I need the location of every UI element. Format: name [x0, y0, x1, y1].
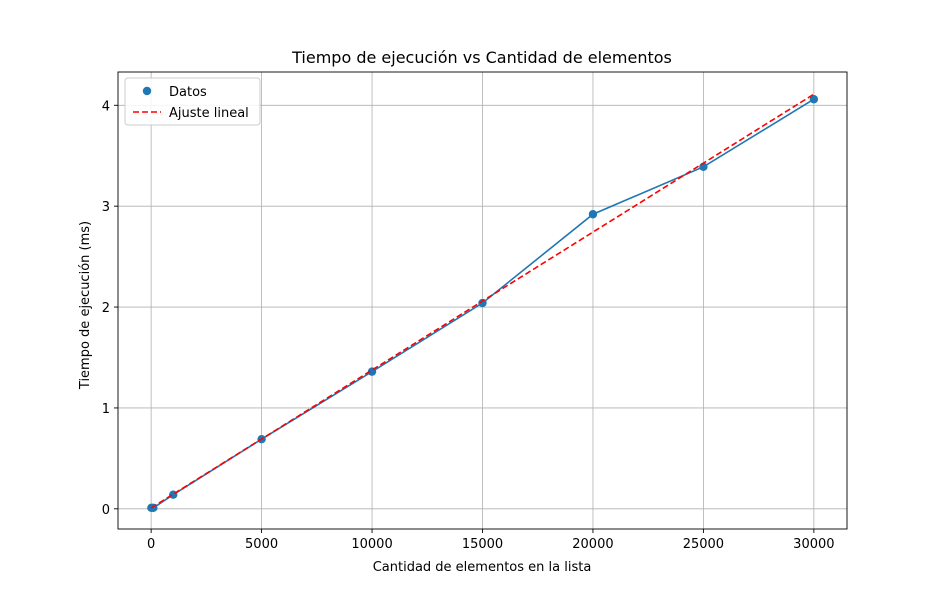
x-axis-label: Cantidad de elementos en la lista: [373, 560, 592, 575]
legend-swatch-datos: [143, 87, 151, 95]
x-tick-label: 20000: [572, 537, 613, 552]
chart-title: Tiempo de ejecución vs Cantidad de eleme…: [291, 48, 672, 67]
x-tick-label: 25000: [683, 537, 724, 552]
x-tick-label: 15000: [462, 537, 503, 552]
y-tick-label: 4: [102, 99, 110, 114]
y-tick-label: 0: [102, 503, 110, 518]
legend-label: Datos: [169, 85, 207, 100]
y-axis-label: Tiempo de ejecución (ms): [78, 221, 93, 390]
data-point: [478, 299, 486, 307]
x-tick-label: 5000: [245, 537, 278, 552]
y-tick-label: 1: [102, 402, 110, 417]
y-tick-label: 3: [102, 200, 110, 215]
data-point: [589, 210, 597, 218]
x-tick-label: 30000: [793, 537, 834, 552]
legend: Datos Ajuste lineal: [125, 78, 260, 125]
y-tick-label: 2: [102, 301, 110, 316]
x-tick-label: 10000: [351, 537, 392, 552]
x-tick-label: 0: [147, 537, 155, 552]
legend-label: Ajuste lineal: [169, 106, 249, 121]
